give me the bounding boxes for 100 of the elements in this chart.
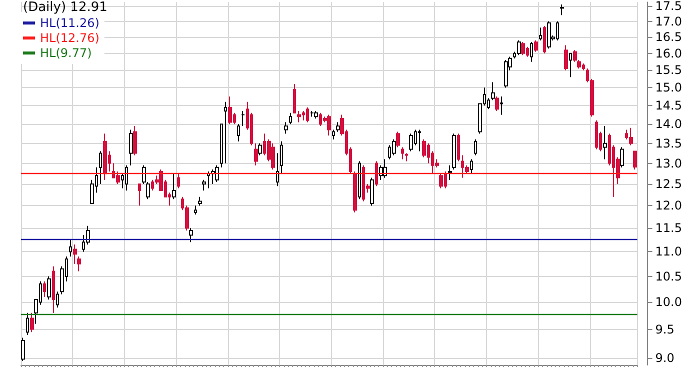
candlestick [358, 160, 361, 200]
candlestick [215, 164, 219, 182]
y-tick-label: 11.5 [655, 221, 682, 236]
candlestick [289, 112, 292, 125]
candlestick [224, 101, 227, 164]
candlestick [470, 158, 473, 174]
candlestick [133, 125, 137, 156]
chart-title: (Daily) 12.91 [23, 0, 108, 15]
candlestick [228, 96, 232, 125]
candlestick [211, 168, 215, 185]
candlestick [560, 4, 564, 16]
candlestick [405, 152, 408, 162]
candlestick [125, 164, 128, 191]
y-tick-label: 17.5 [655, 0, 682, 13]
candlestick [517, 40, 521, 56]
candlestick [237, 124, 240, 142]
candlestick [418, 129, 421, 152]
y-tick-label: 9.0 [655, 350, 674, 365]
y-tick-label: 10.5 [655, 269, 682, 284]
candlestick [172, 173, 176, 200]
candlestick [452, 133, 456, 170]
y-tick-label: 15.0 [655, 80, 682, 95]
candlestick [495, 96, 499, 112]
candlestick [198, 196, 202, 206]
candlestick [293, 84, 296, 114]
candlestick [543, 26, 546, 54]
candlestick [138, 184, 141, 206]
candlestick [530, 41, 533, 62]
candlestick [375, 160, 378, 187]
candlestick [504, 60, 508, 88]
candlestick [220, 124, 223, 168]
y-tick-label: 12.0 [655, 198, 682, 213]
candlestick [332, 129, 335, 140]
candlestick [448, 164, 452, 180]
candlestick [457, 133, 460, 162]
candlestick [207, 171, 210, 189]
y-tick-label: 15.5 [655, 63, 682, 78]
candlestick [194, 205, 197, 216]
candlestick [595, 120, 598, 150]
candlestick [43, 280, 46, 298]
candlestick [56, 291, 59, 308]
candlestick [629, 127, 633, 146]
candlestick [439, 173, 443, 189]
candlestick [521, 41, 525, 56]
candlestick [306, 106, 309, 123]
y-tick-label: 14.5 [655, 98, 682, 113]
y-tick-label: 16.5 [655, 30, 682, 44]
candlestick [103, 133, 107, 180]
y-tick-label: 12.5 [655, 177, 682, 192]
candlestick [383, 158, 387, 178]
candlestick [534, 40, 538, 52]
candlestick [284, 122, 288, 134]
candlestick [276, 152, 279, 187]
candlestick [310, 110, 314, 118]
candlestick [30, 312, 34, 333]
candlestick [271, 142, 275, 170]
legend-label: HL(11.26) [40, 16, 100, 30]
candlestick [539, 27, 542, 41]
y-tick-label: 16.0 [655, 46, 682, 60]
candlestick [500, 96, 503, 116]
candlestick [491, 82, 495, 101]
candlestick [392, 138, 396, 156]
candlestick [254, 142, 258, 166]
candlestick [633, 150, 637, 170]
y-tick-label: 17.0 [655, 14, 682, 28]
candlestick [547, 20, 551, 49]
candlestick [327, 114, 331, 136]
legend-label: HL(9.77) [40, 46, 92, 60]
candlestick [314, 110, 318, 119]
candlestick [26, 312, 29, 336]
candlestick [189, 228, 193, 243]
candlestick [564, 44, 568, 71]
candlestick [603, 125, 607, 160]
candlestick [177, 173, 180, 189]
candlestick [241, 110, 245, 126]
candlestick [370, 177, 374, 206]
candlestick [77, 256, 81, 272]
y-tick-label: 13.0 [655, 156, 682, 170]
candlestick [409, 133, 413, 152]
candlestick [401, 146, 404, 160]
candlestick [353, 171, 357, 213]
candlestick [258, 142, 262, 156]
candlestick [129, 129, 133, 166]
candlestick [99, 150, 102, 185]
y-tick-label: 14.0 [655, 117, 682, 132]
y-tick-label: 9.5 [655, 322, 674, 336]
legend-label: HL(12.76) [40, 31, 100, 45]
candlestick [73, 244, 77, 264]
candlestick [47, 276, 51, 300]
candlestick [474, 138, 477, 156]
candlestick [569, 52, 572, 78]
y-tick-label: 11.0 [655, 244, 682, 259]
candlestick [21, 337, 25, 362]
candlestick [280, 140, 283, 174]
y-tick-label: 10.0 [655, 295, 682, 310]
candlestick [297, 110, 301, 123]
y-tick-label: 13.5 [655, 136, 682, 150]
candlestick [52, 266, 55, 314]
candlestick [202, 179, 206, 191]
candlestick [396, 131, 400, 148]
